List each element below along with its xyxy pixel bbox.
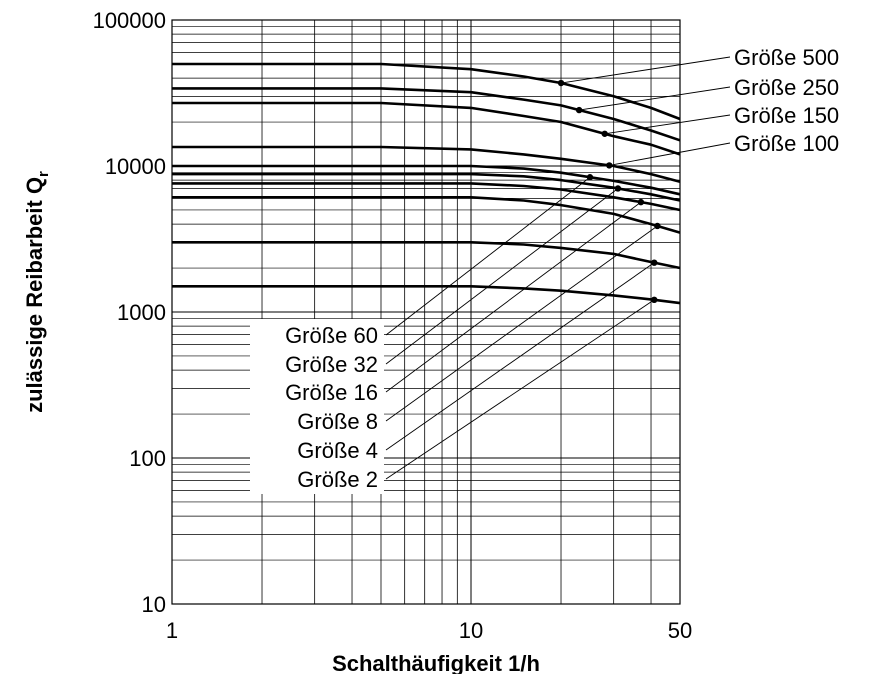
y-axis-title: zulässige Reibarbeit Qr [22, 171, 52, 413]
series-line [172, 164, 681, 196]
plot-frame [171, 19, 681, 605]
x-tick-label: 10 [459, 618, 483, 643]
series-marker [557, 79, 565, 87]
series-marker [651, 296, 658, 304]
y-axis-title-group: zulässige Reibarbeit Qr [22, 171, 52, 413]
series-label: Größe 100 [734, 131, 839, 156]
y-tick-label: 1000 [117, 300, 166, 325]
leader-line [385, 225, 658, 422]
leader-line [579, 86, 731, 111]
leader-line [385, 201, 642, 393]
y-tick-label: 10000 [105, 154, 166, 179]
leader-line [560, 56, 731, 84]
label-background [730, 43, 865, 69]
series-line [172, 196, 681, 234]
series-label: Größe 2 [297, 467, 378, 492]
series-label: Größe 250 [734, 75, 839, 100]
series-label: Größe 16 [285, 380, 378, 405]
y-axis-title-main: zulässige Reibarbeit Q [22, 177, 47, 413]
x-tick-label: 1 [166, 618, 178, 643]
series-line [172, 87, 681, 142]
series-line [172, 241, 681, 270]
leader-line [385, 262, 655, 451]
label-panel [250, 319, 384, 494]
series-line [172, 101, 681, 156]
leader-line [609, 142, 731, 166]
x-tick-label: 50 [668, 618, 692, 643]
grid [172, 20, 680, 604]
series-label: Größe 60 [285, 323, 378, 348]
series-label: Größe 500 [734, 45, 839, 70]
label-background [730, 129, 865, 155]
series-line [172, 182, 681, 212]
y-tick-label: 10 [142, 592, 166, 617]
label-leaders [385, 56, 731, 480]
series-marker [651, 259, 658, 266]
y-tick-label: 100000 [93, 8, 166, 33]
leader-line [385, 176, 591, 336]
leader-line [385, 188, 619, 365]
label-background [730, 73, 865, 99]
series-label: Größe 32 [285, 352, 378, 377]
series-group [172, 62, 681, 305]
series-line [172, 145, 681, 184]
series-line [172, 284, 681, 305]
series-label: Größe 4 [297, 438, 378, 463]
leader-line [385, 299, 655, 480]
x-axis-title: Schalthäufigkeit 1/h [332, 651, 540, 674]
series-line [172, 172, 681, 202]
leader-line [604, 114, 731, 135]
y-tick-label: 100 [129, 446, 166, 471]
series-label: Größe 8 [297, 409, 378, 434]
series-line [172, 62, 681, 121]
label-background [730, 101, 865, 127]
series-label: Größe 150 [734, 103, 839, 128]
y-axis-title-subscript: r [35, 171, 52, 177]
series-labels: Größe 500 Größe 250 Größe 150 Größe 100 Größ… [250, 43, 865, 494]
